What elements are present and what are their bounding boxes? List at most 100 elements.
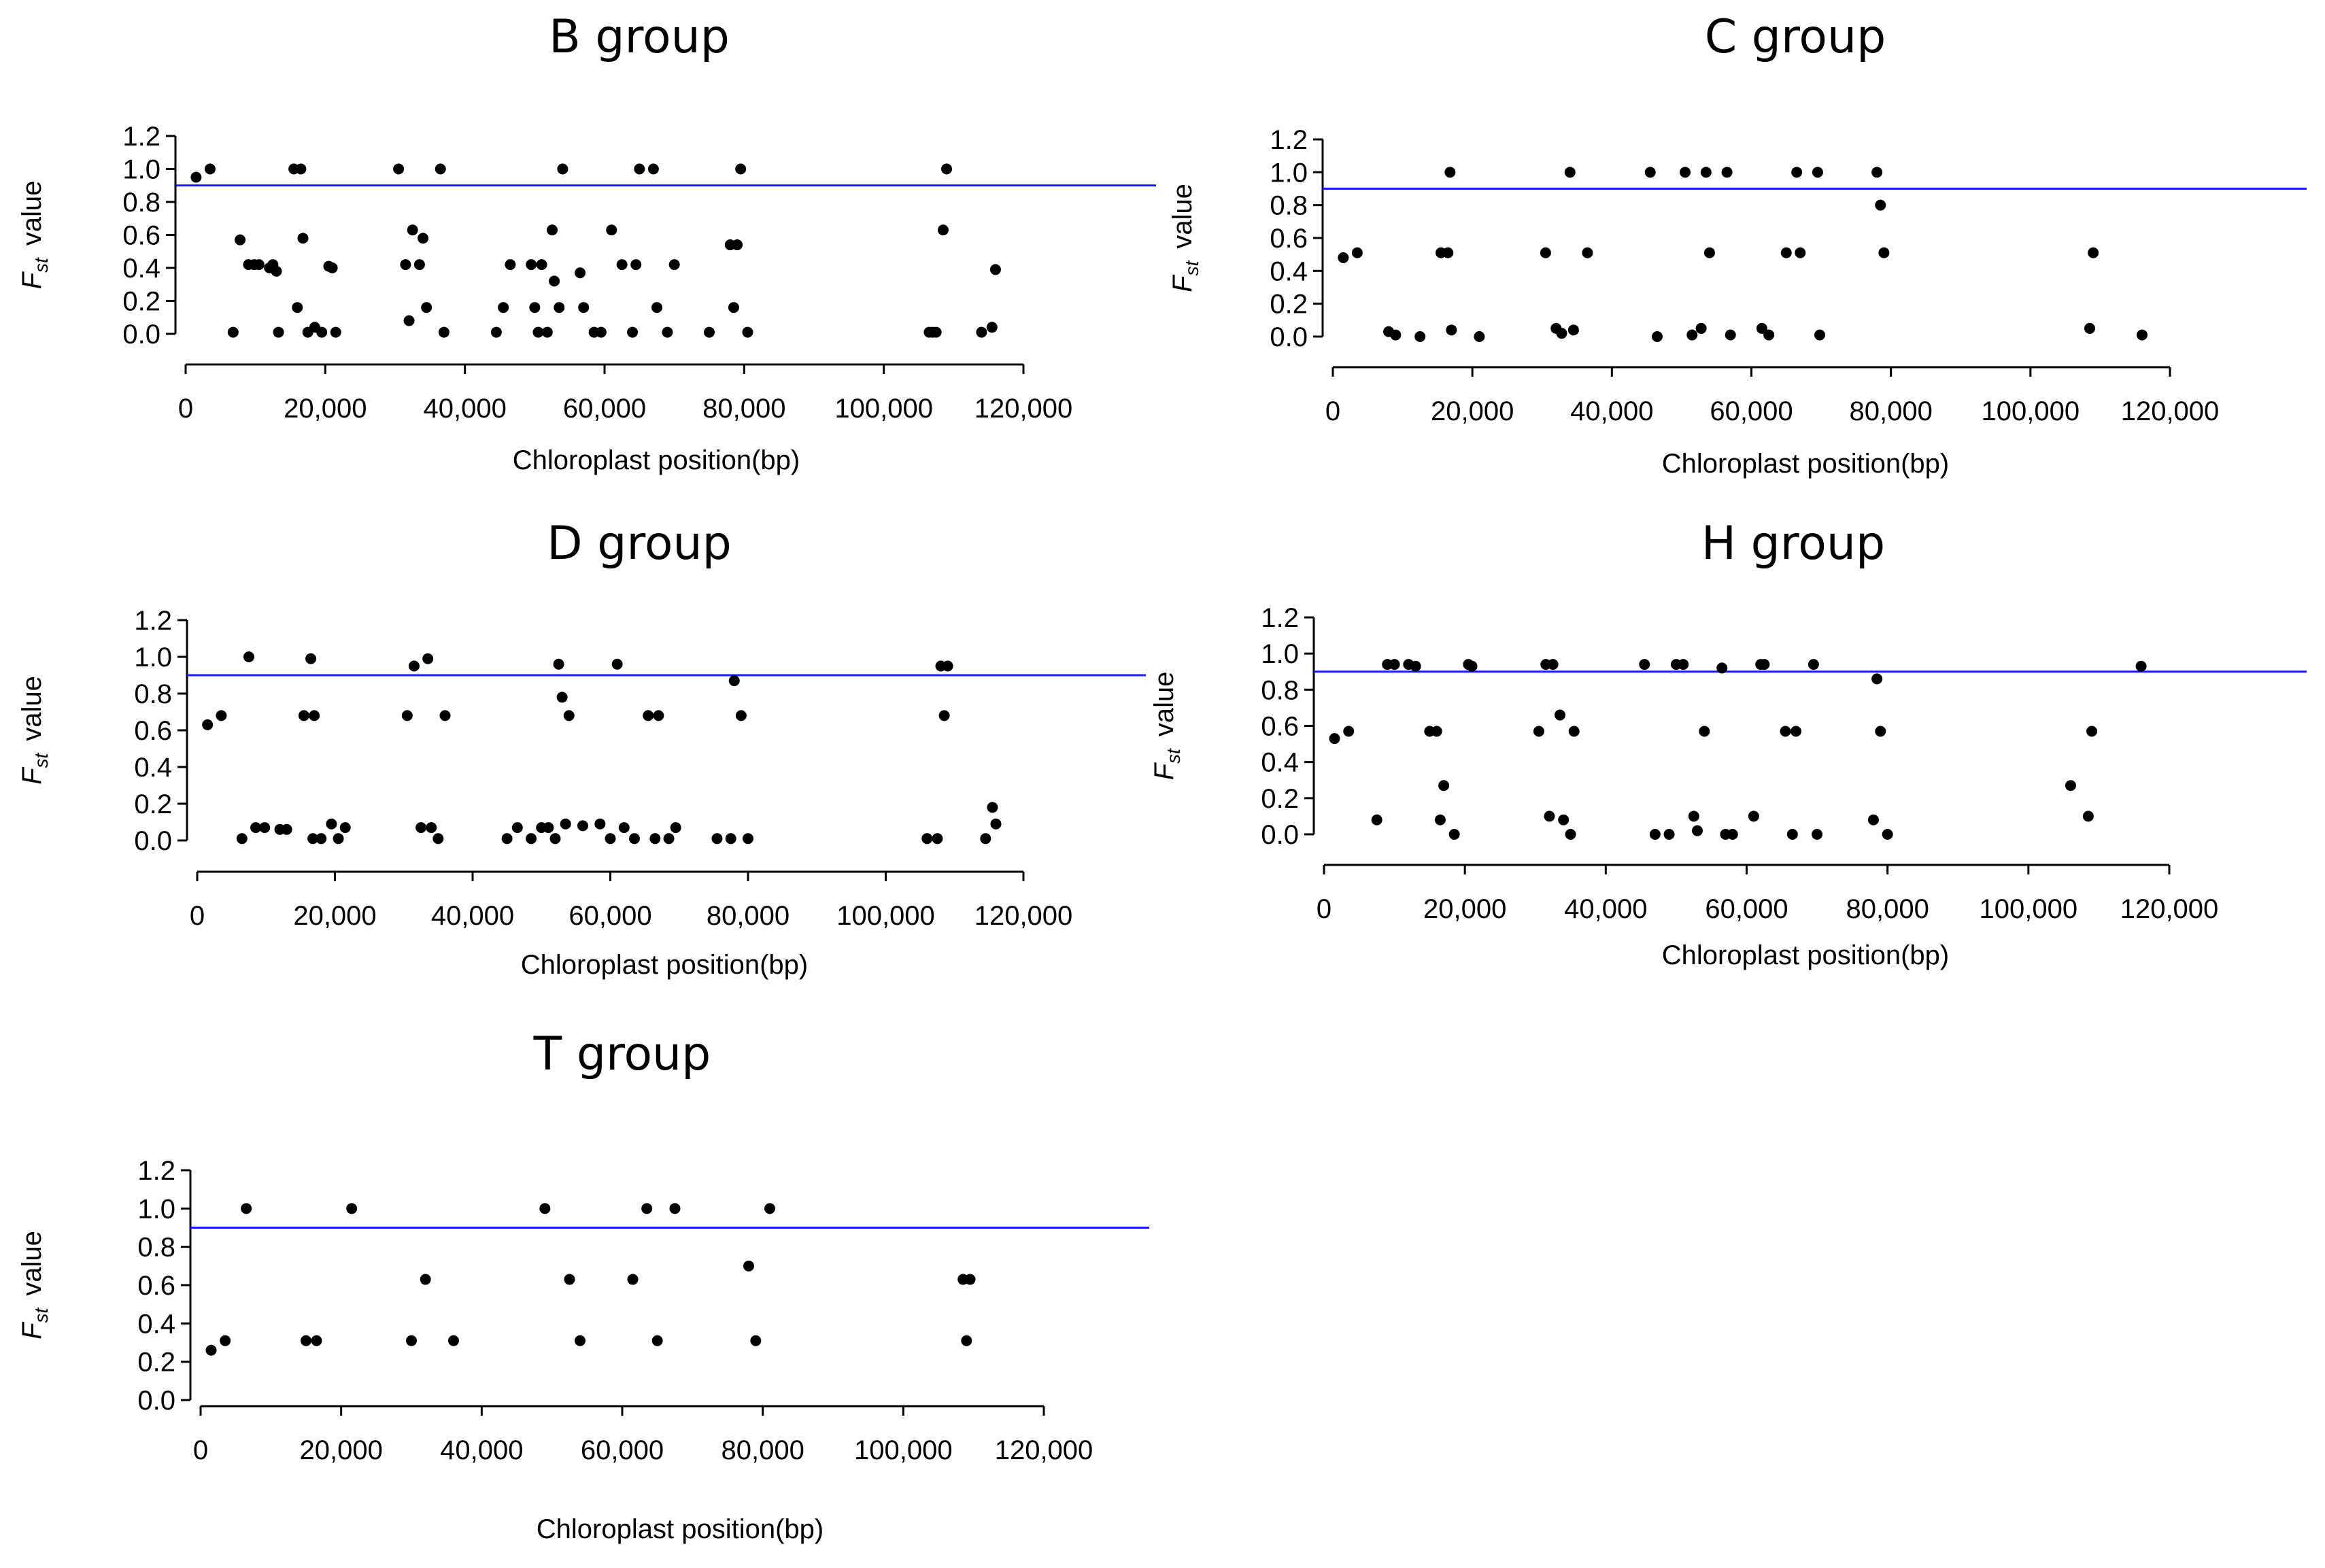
- y-axis-label: Fst value: [17, 1231, 52, 1340]
- y-axis-label-symbol: F: [17, 1321, 47, 1340]
- data-point: [1786, 829, 1798, 840]
- data-point: [292, 302, 303, 313]
- data-point: [980, 833, 991, 845]
- data-point: [326, 262, 338, 273]
- data-point: [1780, 726, 1791, 737]
- data-point: [1582, 247, 1593, 258]
- y-axis-label-symbol: F: [17, 766, 47, 785]
- data-point: [2084, 322, 2096, 334]
- data-point: [627, 1274, 639, 1285]
- data-point: [1414, 331, 1426, 342]
- data-point: [668, 259, 680, 271]
- data-point: [1639, 659, 1650, 670]
- panel-title: H group: [1701, 517, 1885, 570]
- data-point: [400, 259, 411, 271]
- data-point: [439, 710, 451, 721]
- x-tick-label: 80,000: [1849, 396, 1932, 426]
- data-point: [2086, 726, 2098, 737]
- x-tick-label: 60,000: [563, 394, 646, 424]
- data-point: [1338, 252, 1349, 263]
- data-point: [253, 259, 265, 271]
- data-point: [728, 302, 739, 313]
- data-point: [725, 833, 736, 845]
- data-point: [704, 326, 715, 338]
- x-tick-label: 60,000: [581, 1435, 664, 1465]
- data-point: [764, 1203, 775, 1214]
- data-point: [1565, 829, 1576, 840]
- data-point: [1555, 709, 1566, 721]
- data-point: [628, 833, 640, 845]
- y-tick-label: 0.6: [137, 1271, 175, 1301]
- data-points: [1329, 659, 2147, 840]
- data-point: [413, 259, 425, 271]
- data-point: [1808, 659, 1819, 670]
- y-tick-label: 0.4: [1261, 748, 1299, 778]
- data-point: [1442, 247, 1454, 258]
- data-point: [651, 1335, 663, 1346]
- data-point: [1431, 726, 1442, 737]
- data-point: [415, 822, 427, 834]
- x-tick-label: 40,000: [431, 901, 514, 931]
- data-point: [743, 833, 753, 845]
- x-tick-label: 20,000: [1423, 894, 1506, 924]
- data-point: [333, 833, 344, 845]
- data-point: [422, 653, 434, 664]
- data-point: [578, 302, 590, 313]
- data-point: [2136, 329, 2148, 341]
- data-point: [1691, 825, 1703, 836]
- data-point: [616, 259, 628, 271]
- data-point: [594, 818, 606, 830]
- y-tick-label: 0.8: [137, 1233, 175, 1263]
- data-point: [1329, 733, 1340, 745]
- data-point: [605, 833, 616, 845]
- data-point: [964, 1274, 976, 1285]
- data-point: [307, 833, 319, 845]
- data-point: [295, 163, 307, 175]
- x-tick-label: 40,000: [1564, 894, 1647, 924]
- data-point: [554, 302, 565, 313]
- x-tick-label: 40,000: [1570, 396, 1653, 426]
- y-axis-label-word: value: [1168, 184, 1198, 249]
- data-point: [435, 163, 446, 175]
- data-point: [1558, 814, 1569, 825]
- data-point: [1721, 167, 1733, 178]
- x-tick-label: 120,000: [2120, 894, 2219, 924]
- data-point: [937, 224, 949, 236]
- data-point: [432, 833, 444, 845]
- data-point: [281, 823, 292, 835]
- data-point: [393, 163, 405, 175]
- x-axis: 0 20,000 40,000 60,000 80,000 100,000 120,000: [193, 1405, 1093, 1465]
- y-tick-label: 0.2: [122, 287, 160, 317]
- data-point: [316, 326, 328, 338]
- data-point: [641, 1203, 653, 1214]
- data-point: [653, 710, 664, 721]
- y-axis-label-word: value: [1149, 672, 1179, 737]
- x-tick-label: 120,000: [974, 394, 1073, 424]
- data-point: [1695, 322, 1707, 334]
- data-point: [577, 820, 588, 832]
- data-point: [1812, 829, 1823, 840]
- data-point: [986, 322, 998, 333]
- data-point: [1533, 726, 1544, 737]
- data-point: [339, 822, 351, 834]
- y-tick-label: 0.2: [137, 1348, 175, 1378]
- data-point: [1763, 329, 1775, 341]
- data-point: [557, 163, 568, 175]
- y-tick-label: 1.2: [137, 1156, 175, 1186]
- data-point: [541, 326, 553, 338]
- data-point: [606, 224, 617, 236]
- x-axis-label: Chloroplast position(bp): [1662, 449, 1949, 479]
- y-axis-label-symbol: F: [17, 271, 47, 289]
- y-tick-label: 0.0: [1270, 322, 1308, 352]
- data-point: [438, 326, 449, 338]
- x-axis: 0 20,000 40,000 60,000 80,000 100,000 120,000: [178, 363, 1073, 424]
- data-point: [235, 234, 246, 245]
- data-point: [1703, 247, 1715, 258]
- y-tick-label: 0.6: [1261, 712, 1299, 742]
- x-tick-label: 100,000: [836, 901, 935, 931]
- data-point: [536, 259, 547, 271]
- data-points: [190, 163, 1001, 338]
- data-point: [987, 802, 998, 813]
- y-tick-label: 0.2: [1261, 784, 1299, 814]
- data-point: [326, 818, 337, 830]
